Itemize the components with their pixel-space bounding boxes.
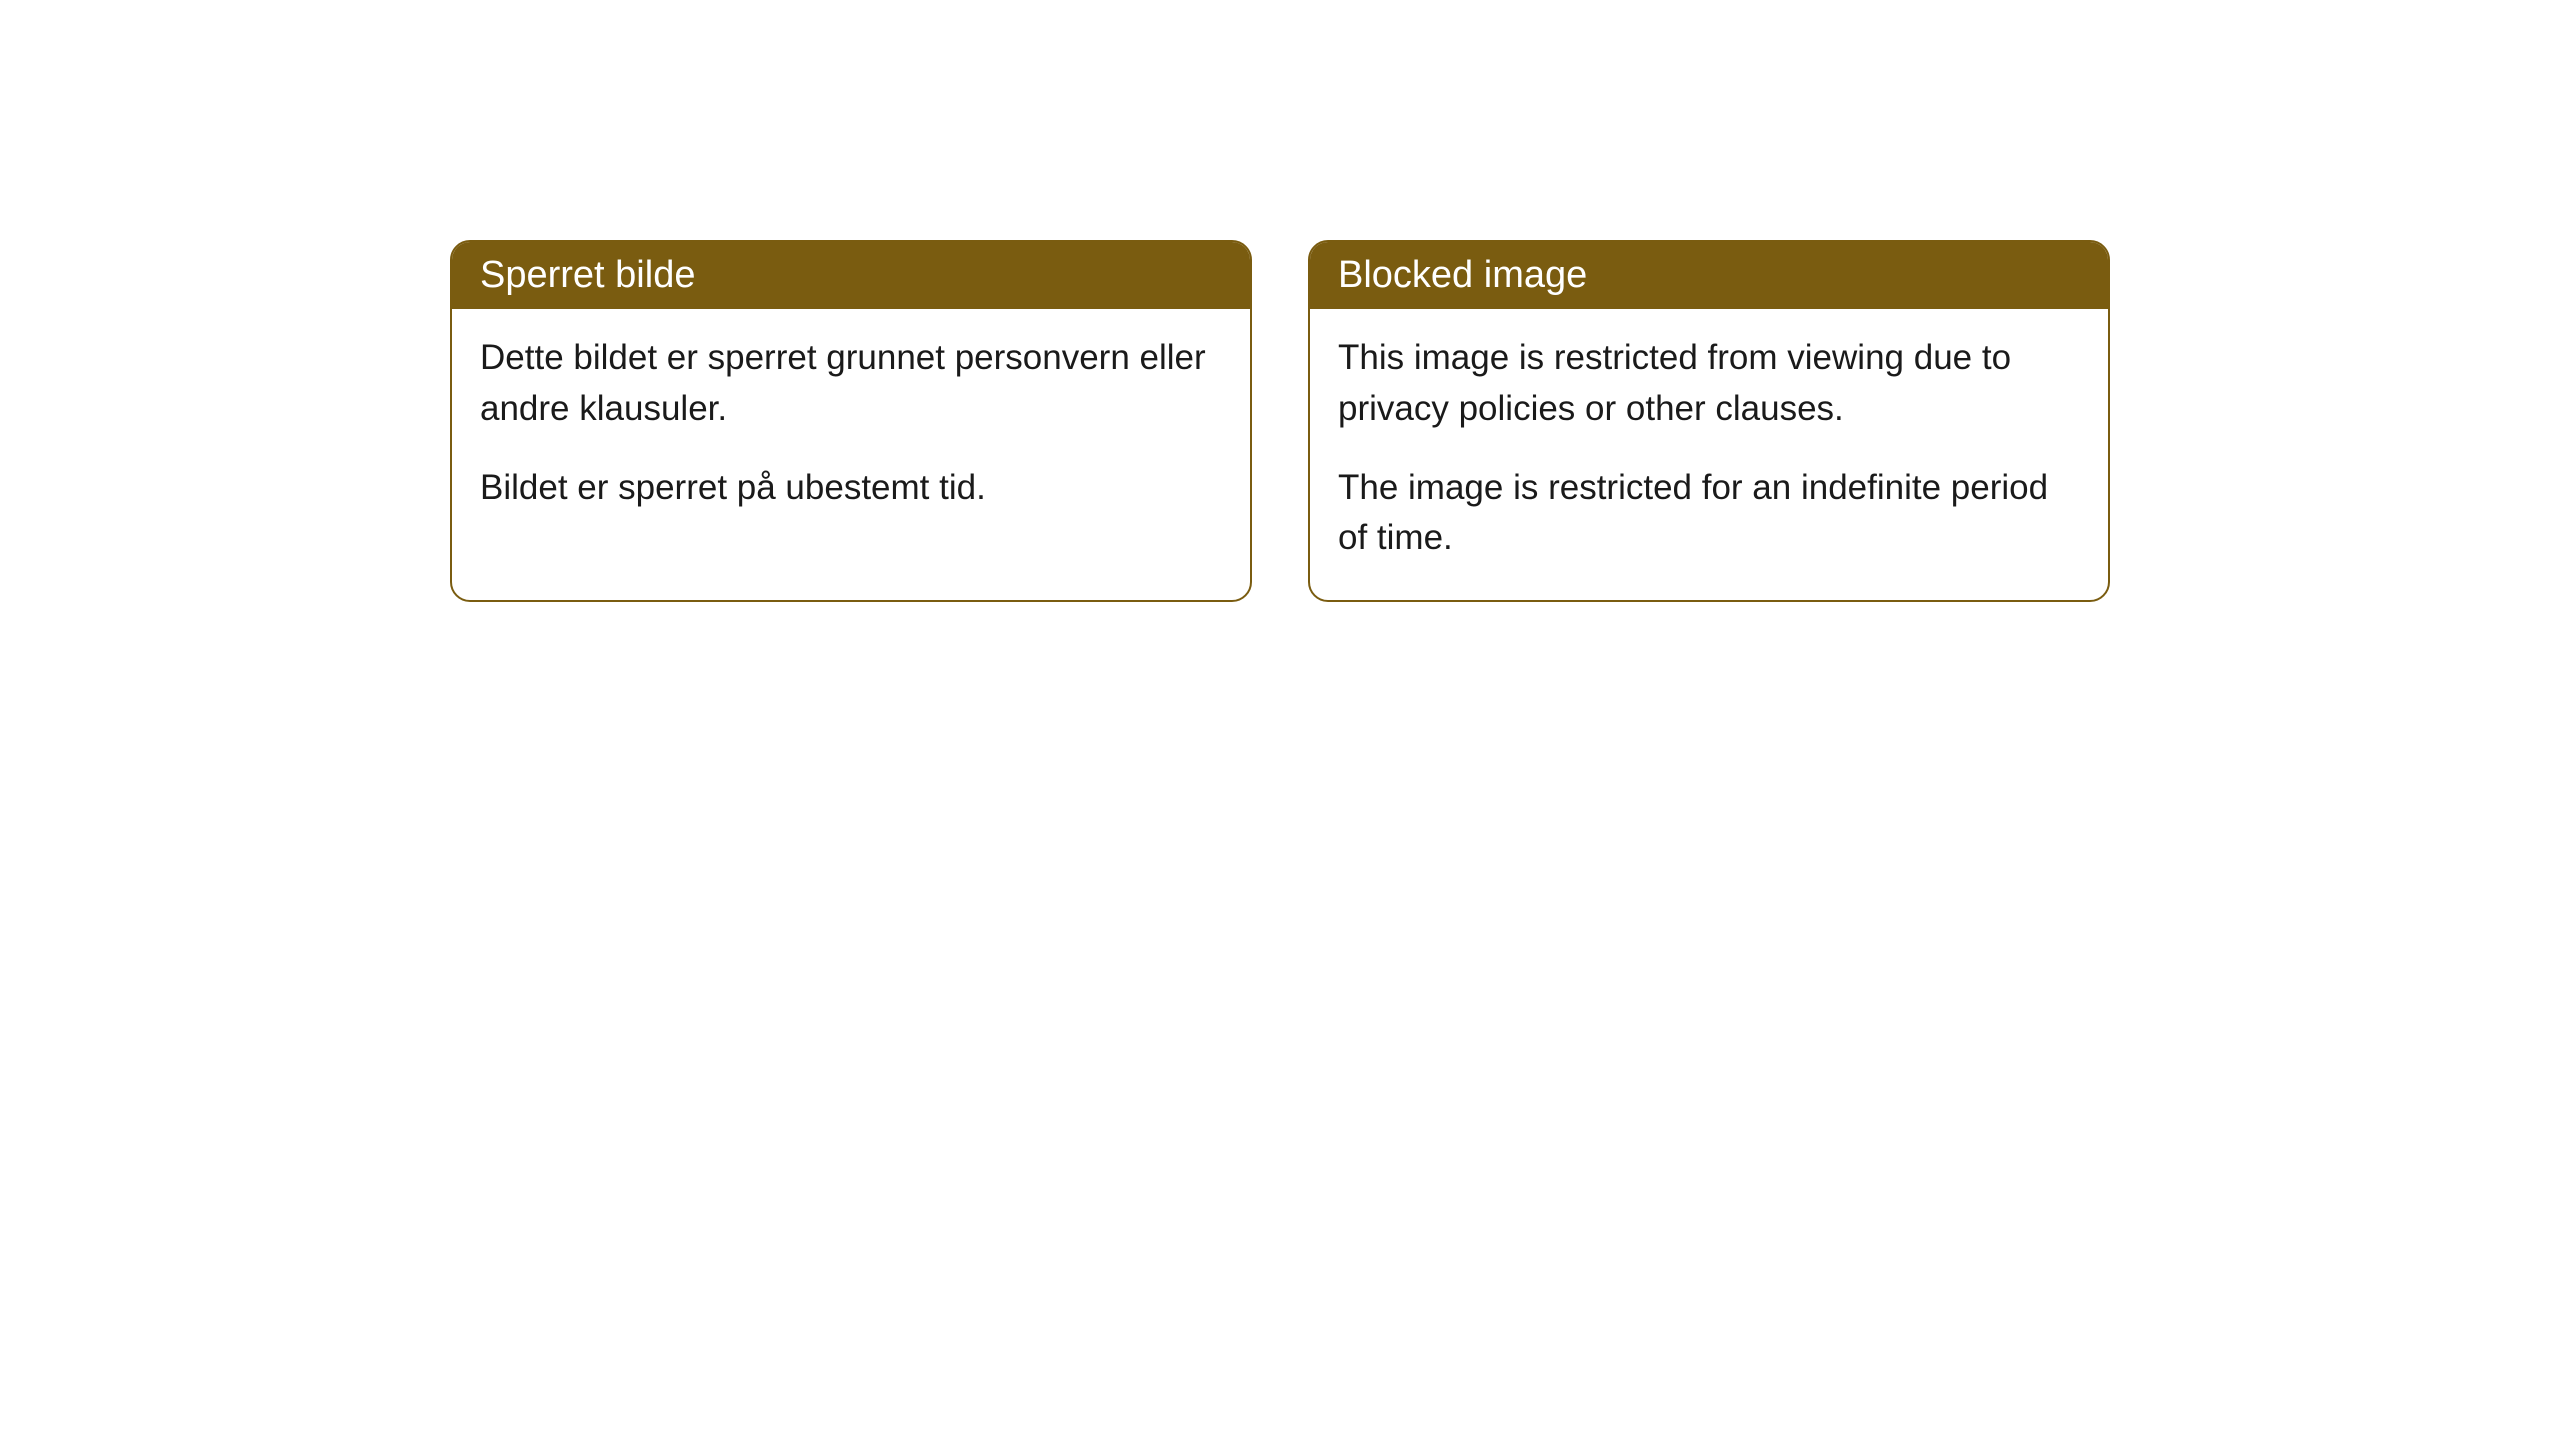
card-body-norwegian: Dette bildet er sperret grunnet personve… [452,309,1250,549]
card-body-english: This image is restricted from viewing du… [1310,309,2108,600]
card-paragraph-1: This image is restricted from viewing du… [1338,333,2080,435]
card-title: Sperret bilde [480,254,695,296]
card-paragraph-2: The image is restricted for an indefinit… [1338,463,2080,565]
card-paragraph-1: Dette bildet er sperret grunnet personve… [480,333,1222,435]
cards-container: Sperret bilde Dette bildet er sperret gr… [450,240,2110,602]
card-norwegian: Sperret bilde Dette bildet er sperret gr… [450,240,1252,602]
card-paragraph-2: Bildet er sperret på ubestemt tid. [480,463,1222,514]
card-header-english: Blocked image [1310,242,2108,309]
card-english: Blocked image This image is restricted f… [1308,240,2110,602]
card-header-norwegian: Sperret bilde [452,242,1250,309]
card-title: Blocked image [1338,254,1587,296]
